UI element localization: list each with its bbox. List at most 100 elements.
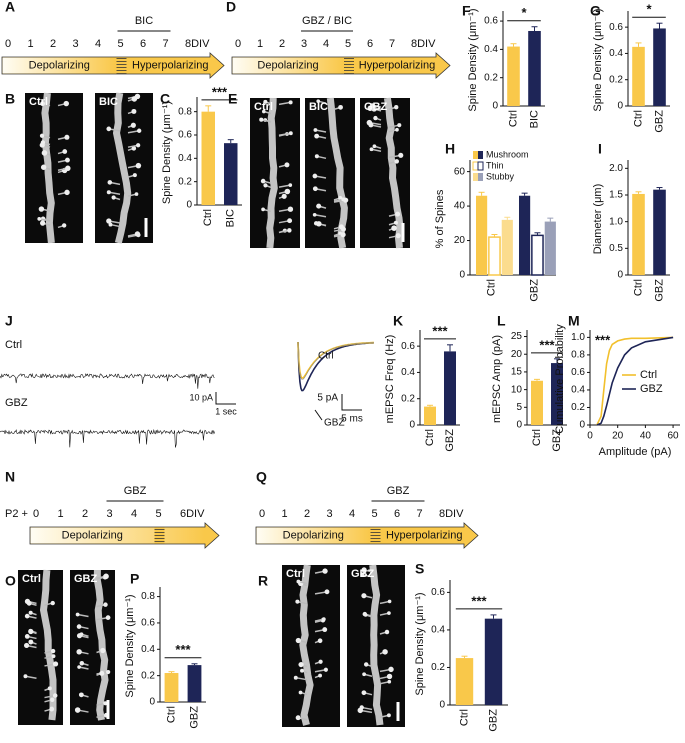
spine-head — [387, 611, 391, 615]
timeline-tick: 3 — [73, 38, 79, 50]
spine-head — [312, 186, 318, 192]
legend-swatch — [477, 161, 484, 171]
spine-head — [316, 221, 322, 227]
y-tick-label: 0 — [492, 101, 498, 112]
spine-head — [323, 667, 328, 672]
spine-head — [363, 662, 369, 667]
spine-head — [79, 632, 84, 637]
y-tick-label: 0.4 — [484, 44, 498, 55]
y-tick-label: 5 — [516, 402, 522, 413]
spine-head — [338, 104, 343, 110]
significance: *** — [175, 642, 191, 657]
phase-label: Hyperpolarizing — [386, 529, 462, 541]
cdf-line — [596, 336, 674, 426]
y-tick-label: 20 — [511, 349, 523, 360]
bar — [544, 221, 556, 275]
spine-head — [398, 152, 404, 158]
y-tick-label: 60 — [454, 166, 466, 177]
depolarizing-phase — [232, 57, 344, 74]
spine-head — [39, 142, 45, 148]
spine-head — [395, 233, 401, 239]
y-tick-label: 0.4 — [571, 385, 585, 396]
bar — [475, 195, 488, 275]
spine-head — [314, 133, 320, 139]
y-tick-label: 0.6 — [178, 130, 192, 141]
dendrite — [326, 97, 348, 249]
y-tick-label: 0 — [149, 697, 155, 708]
y-tick-label: 0.6 — [609, 22, 623, 33]
y-tick-label: 0.2 — [141, 670, 155, 681]
y-tick-label: 0.8 — [178, 106, 192, 117]
panel-letter: I — [598, 141, 602, 157]
cdf-line — [596, 336, 674, 426]
spine-head — [360, 572, 365, 577]
spine-head — [318, 673, 322, 678]
timeline-tick: 7 — [163, 38, 169, 50]
spine-head — [106, 190, 111, 195]
x-tick-label: Ctrl — [632, 110, 644, 127]
spine-head — [24, 642, 30, 649]
spine-head — [324, 589, 330, 595]
depolarizing-phase — [256, 527, 370, 544]
spine-head — [295, 715, 301, 721]
spine-head — [75, 612, 80, 617]
timeline-tick: 2 — [82, 508, 88, 520]
y-tick-label: 0 — [617, 101, 623, 112]
spine-head — [131, 108, 137, 114]
bar — [528, 30, 541, 106]
x-tick-label: Ctrl — [632, 279, 644, 296]
spine-head — [341, 197, 346, 202]
micrograph — [70, 570, 115, 725]
panel-letter: P — [130, 571, 139, 587]
timeline-tick: 5 — [156, 508, 162, 520]
spine-head — [132, 173, 137, 178]
y-tick-label: 0.2 — [178, 176, 192, 187]
spine-head — [26, 600, 32, 606]
bar — [187, 665, 202, 702]
spine-head — [284, 188, 291, 195]
y-tick-label: 0.5 — [609, 243, 623, 254]
timeline-tick: 1 — [28, 38, 34, 50]
y-tick-label: 0 — [409, 420, 415, 431]
spine-head — [50, 600, 55, 606]
bar — [551, 363, 563, 425]
bar — [632, 193, 645, 275]
spine-head — [37, 216, 42, 221]
spine-head — [387, 679, 392, 684]
legend-swatch — [473, 173, 478, 181]
x-tick-label: Ctrl — [531, 429, 543, 446]
spine-head — [391, 225, 397, 231]
y-tick-label: 25 — [511, 331, 523, 342]
bar — [653, 28, 666, 107]
y-tick-label: 15 — [511, 367, 523, 378]
panel-letter: K — [393, 313, 403, 329]
timeline-tick: 4 — [323, 38, 329, 50]
x-tick-label: GBZ — [653, 110, 665, 133]
significance: *** — [595, 332, 611, 347]
spine-head — [362, 672, 366, 677]
spine-head — [363, 613, 368, 617]
timeline-tick: 5 — [118, 38, 124, 50]
spine-head — [386, 673, 393, 680]
x-tick-label: GBZ — [444, 429, 456, 452]
timeline-prefix: P2 + — [5, 508, 28, 520]
spine-head — [103, 602, 108, 607]
spine-head — [300, 668, 304, 673]
panel-letter: E — [228, 91, 237, 107]
spine-head — [295, 637, 301, 644]
raw-trace — [0, 372, 215, 389]
timeline-tick: 3 — [107, 508, 113, 520]
spine-head — [314, 154, 319, 159]
y-tick-label: 0.8 — [571, 350, 585, 361]
y-tick-label: 20 — [454, 235, 466, 246]
y-axis-label: Spine Density (μm⁻¹) — [592, 8, 604, 111]
spine-head — [395, 211, 401, 217]
x-tick-label: 40 — [640, 431, 652, 442]
phase-label: Depolarizing — [62, 529, 123, 541]
spine-head — [259, 117, 264, 122]
spine-head — [23, 674, 28, 679]
y-axis-label: Spine Density (μm⁻¹) — [414, 592, 426, 695]
timeline-tick: 3 — [327, 508, 333, 520]
timeline-tick: 4 — [349, 508, 355, 520]
phase-label: Hyperpolarizing — [132, 59, 208, 71]
